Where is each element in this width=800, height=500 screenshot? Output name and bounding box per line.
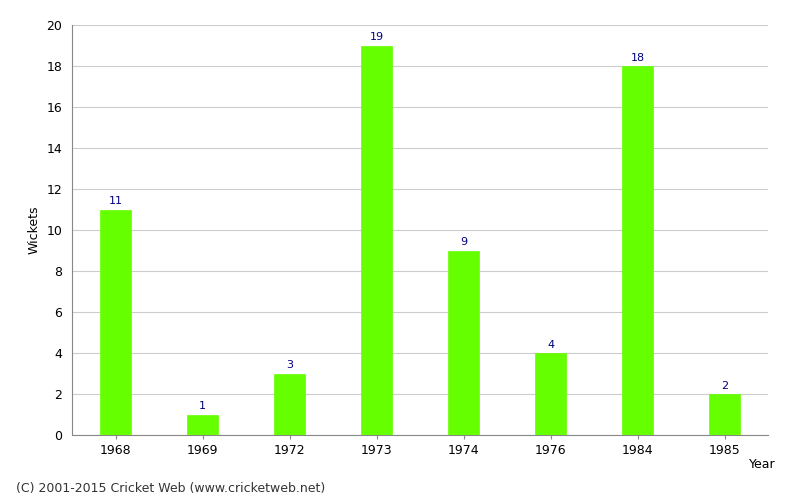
Text: 3: 3 [286, 360, 293, 370]
Bar [710, 394, 740, 435]
Text: 4: 4 [547, 340, 554, 350]
Bar [448, 250, 478, 435]
Bar [622, 66, 653, 435]
Bar [274, 374, 305, 435]
Text: Year: Year [750, 458, 776, 470]
Text: 11: 11 [109, 196, 122, 206]
Bar [362, 46, 392, 435]
Text: 2: 2 [721, 381, 728, 391]
Text: 1: 1 [199, 402, 206, 411]
Bar [535, 353, 566, 435]
Text: (C) 2001-2015 Cricket Web (www.cricketweb.net): (C) 2001-2015 Cricket Web (www.cricketwe… [16, 482, 326, 495]
Text: 18: 18 [630, 53, 645, 63]
Bar [100, 210, 130, 435]
Y-axis label: Wickets: Wickets [28, 206, 41, 254]
Text: 19: 19 [370, 32, 383, 42]
Bar [187, 414, 218, 435]
Text: 9: 9 [460, 238, 467, 248]
